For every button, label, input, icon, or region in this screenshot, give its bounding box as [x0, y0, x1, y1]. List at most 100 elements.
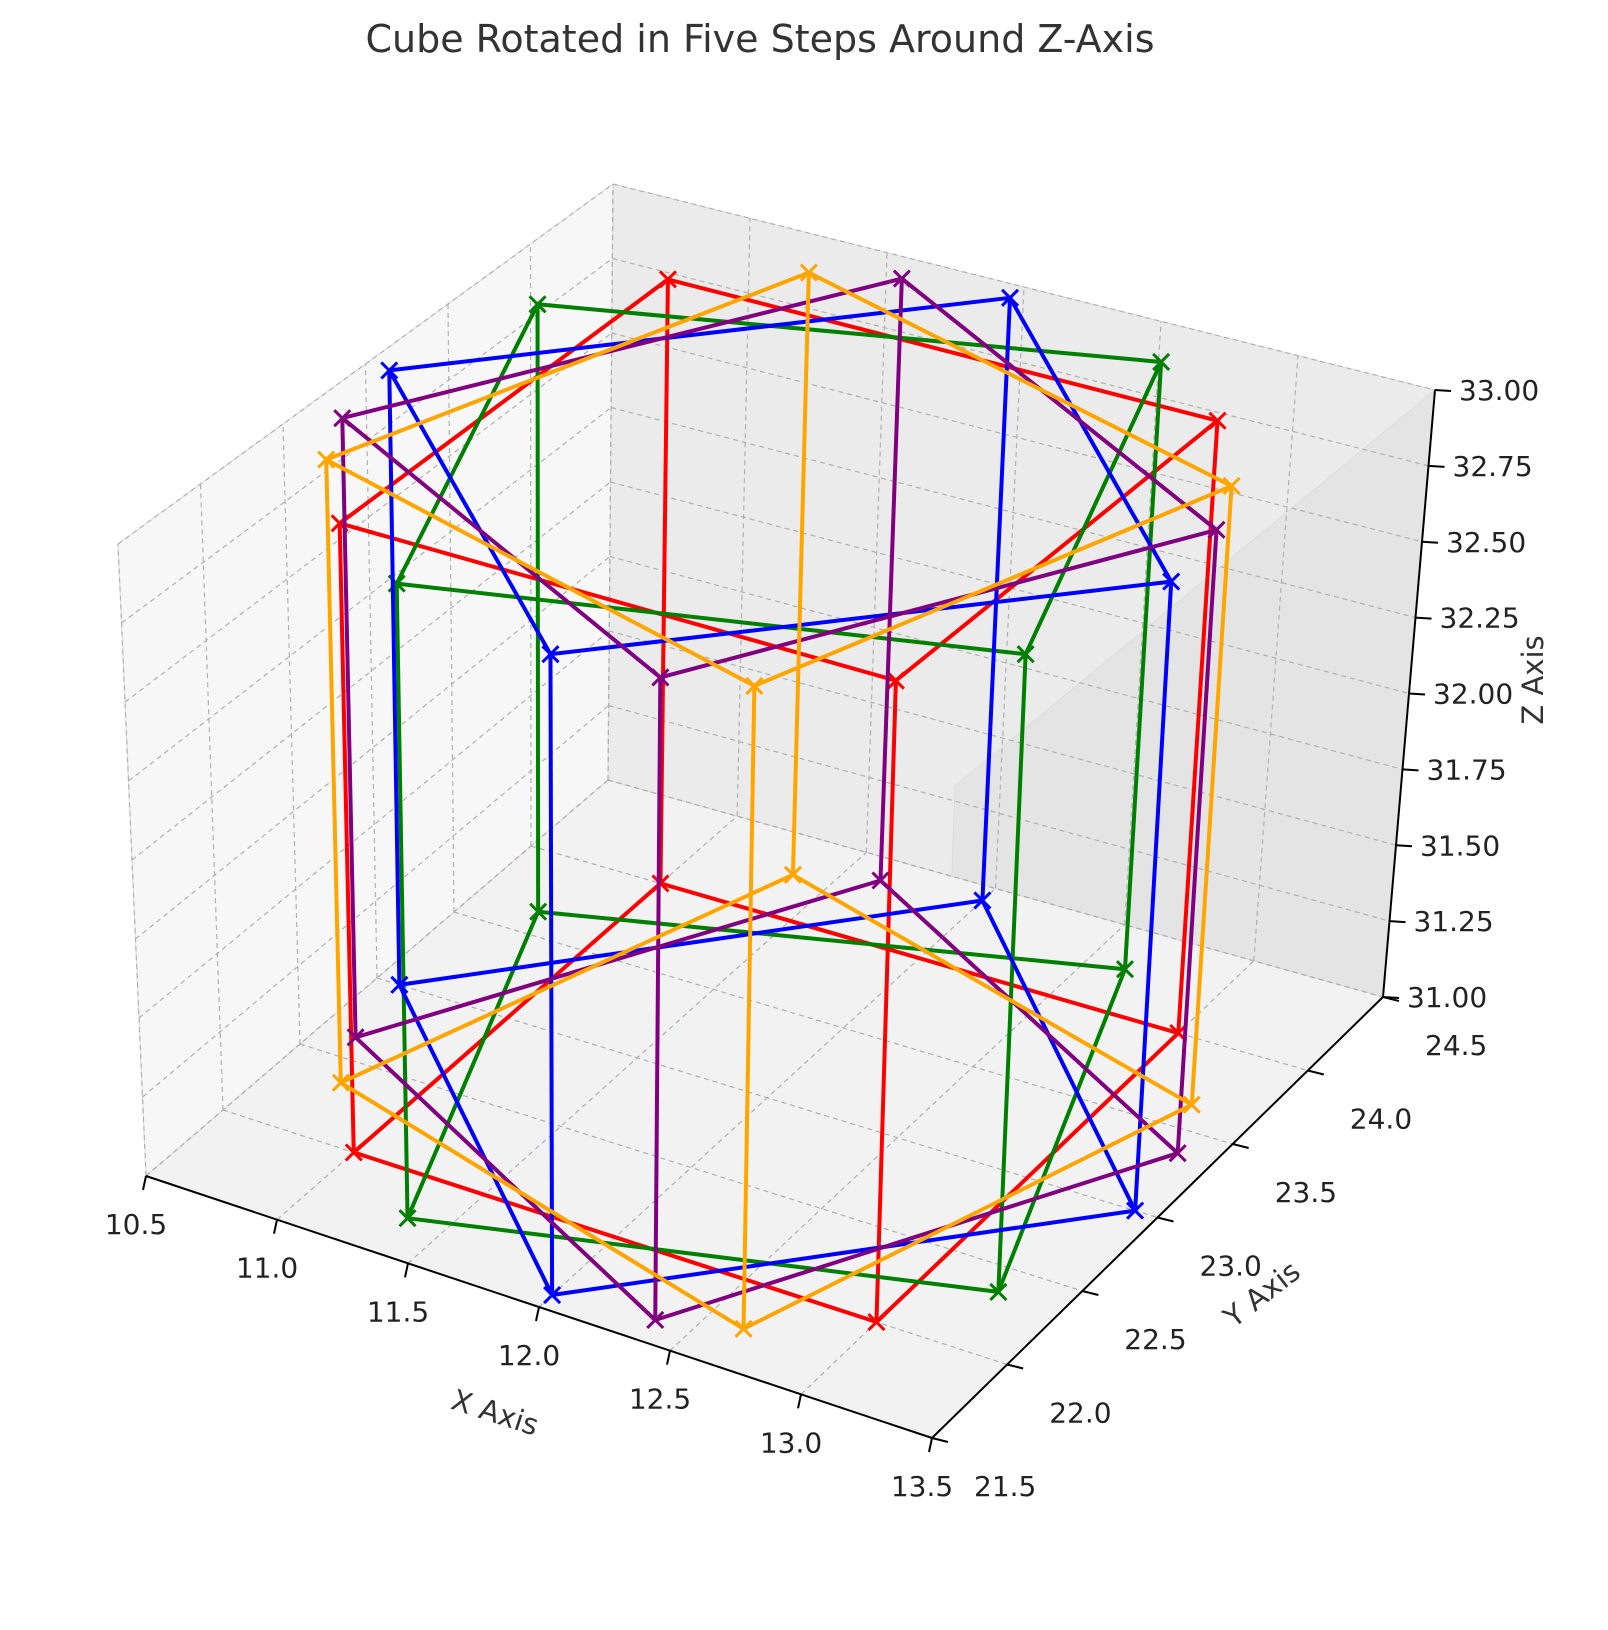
grid-line-z-left: [131, 481, 611, 861]
marker-stroke: [973, 891, 992, 910]
axes-lines: [142, 389, 1452, 1453]
marker-stroke: [390, 975, 409, 994]
y-tick: [1307, 1069, 1325, 1076]
cube-vertical-edge: [387, 370, 402, 985]
vertex-marker: [1000, 288, 1020, 307]
x-tick: [928, 1437, 933, 1453]
y-tick: [1232, 1143, 1249, 1149]
x-tick: [797, 1394, 802, 1409]
marker-stroke: [734, 1319, 753, 1338]
axes-panes: [117, 183, 1436, 1440]
marker-stroke: [658, 270, 677, 289]
cube-vertical-edge: [324, 459, 343, 1083]
cube-series-1: [330, 270, 1227, 1332]
x-tick-label: 10.5: [105, 1208, 167, 1241]
grid-line-z-left: [117, 183, 614, 545]
marker-stroke: [1162, 572, 1181, 591]
cube-vertical-edge: [980, 297, 1013, 901]
marker-stroke: [380, 361, 399, 380]
z-tick: [1395, 844, 1413, 848]
vertex-marker: [529, 902, 548, 921]
cube-vertical-edge: [548, 654, 555, 1296]
y-tick-label: 24.5: [1425, 1029, 1487, 1062]
y-tick-label: 22.0: [1049, 1397, 1111, 1430]
cube-vertical-edge: [996, 654, 1028, 1293]
z-tick-label: 32.00: [1433, 678, 1513, 711]
grid-line-y-left: [447, 303, 455, 913]
x-tick: [273, 1219, 278, 1234]
vertex-marker: [331, 1073, 350, 1092]
vertex-marker: [646, 1310, 665, 1330]
z-tick-label: 31.00: [1407, 981, 1487, 1014]
vertex-marker: [344, 1143, 363, 1162]
chart-title: Cube Rotated in Five Steps Around Z-Axis: [365, 17, 1154, 61]
cube-vertical-edge: [340, 418, 358, 1038]
cube-vertical-edge: [1189, 485, 1234, 1105]
grid-line-z-left: [138, 630, 610, 1019]
cube-vertical-edge: [394, 583, 410, 1219]
grid-line-z-back: [610, 406, 1416, 619]
vertex-marker: [886, 671, 905, 690]
z-tick-label: 31.50: [1420, 829, 1500, 862]
x-tick-label: 12.0: [498, 1339, 560, 1372]
y-tick-label: 22.5: [1124, 1323, 1186, 1356]
cube-vertical-edge: [337, 523, 356, 1153]
marker-stroke: [541, 645, 560, 664]
grid-line-z-left: [142, 705, 610, 1098]
cube-vertical-edge: [535, 304, 541, 912]
marker-stroke: [333, 409, 352, 428]
marker-stroke: [886, 671, 905, 690]
x-tick: [142, 1175, 147, 1191]
grid-line-z-left: [128, 407, 612, 782]
x-tick-label: 13.5: [891, 1470, 953, 1503]
marker-stroke: [867, 1312, 886, 1332]
vertex-marker: [1222, 476, 1241, 496]
cube-series-4: [333, 269, 1226, 1330]
z-axis-label: Z Axis: [1516, 635, 1550, 724]
marker-stroke: [1152, 352, 1171, 372]
grid-line-z-back: [612, 183, 1436, 391]
vertex-marker: [799, 263, 818, 282]
marker-stroke: [651, 668, 670, 687]
grid-line-z-back: [609, 555, 1403, 770]
cube-vertical-edge: [878, 278, 904, 881]
vertex-marker: [867, 1312, 886, 1332]
vertex-marker: [1016, 645, 1035, 664]
cube-series-2: [387, 295, 1171, 1301]
x-tick-label: 12.5: [629, 1383, 691, 1416]
marker-stroke: [331, 1073, 350, 1092]
marker-stroke: [1000, 288, 1020, 307]
y-tick-label: 21.5: [974, 1470, 1036, 1503]
vertex-marker: [528, 295, 547, 314]
cube-vertical-edge: [658, 279, 670, 884]
marker-stroke: [989, 1282, 1008, 1301]
vertex-marker: [380, 361, 399, 380]
vertex-marker: [333, 409, 352, 428]
cube-vertical-edge: [1175, 529, 1219, 1154]
z-tick: [1408, 692, 1426, 696]
marker-stroke: [528, 295, 547, 314]
marker-stroke: [1168, 1144, 1187, 1163]
marker-stroke: [1222, 476, 1241, 496]
marker-stroke: [543, 1285, 562, 1305]
x-tick: [535, 1306, 540, 1322]
z-tick: [1428, 464, 1445, 468]
marker-stroke: [317, 450, 336, 469]
vertex-marker: [398, 1209, 417, 1228]
cube-vertical-edge: [1133, 581, 1174, 1211]
z-tick: [1421, 540, 1439, 544]
z-tick: [1382, 996, 1400, 999]
grid-line-z-back: [610, 481, 1410, 695]
x-axis-label: X Axis: [447, 1383, 542, 1443]
grid-line-x-back: [1253, 355, 1299, 961]
marker-stroke: [1016, 645, 1035, 664]
cube-series-3: [380, 288, 1181, 1305]
y-tick: [931, 1437, 949, 1443]
y-tick-label: 23.5: [1275, 1176, 1337, 1209]
grid-line-x-back: [1124, 321, 1162, 925]
marker-stroke: [783, 865, 802, 884]
grid-line-z-back: [607, 779, 1384, 998]
z-tick: [1434, 389, 1452, 392]
grid-line-x-back: [865, 252, 888, 853]
